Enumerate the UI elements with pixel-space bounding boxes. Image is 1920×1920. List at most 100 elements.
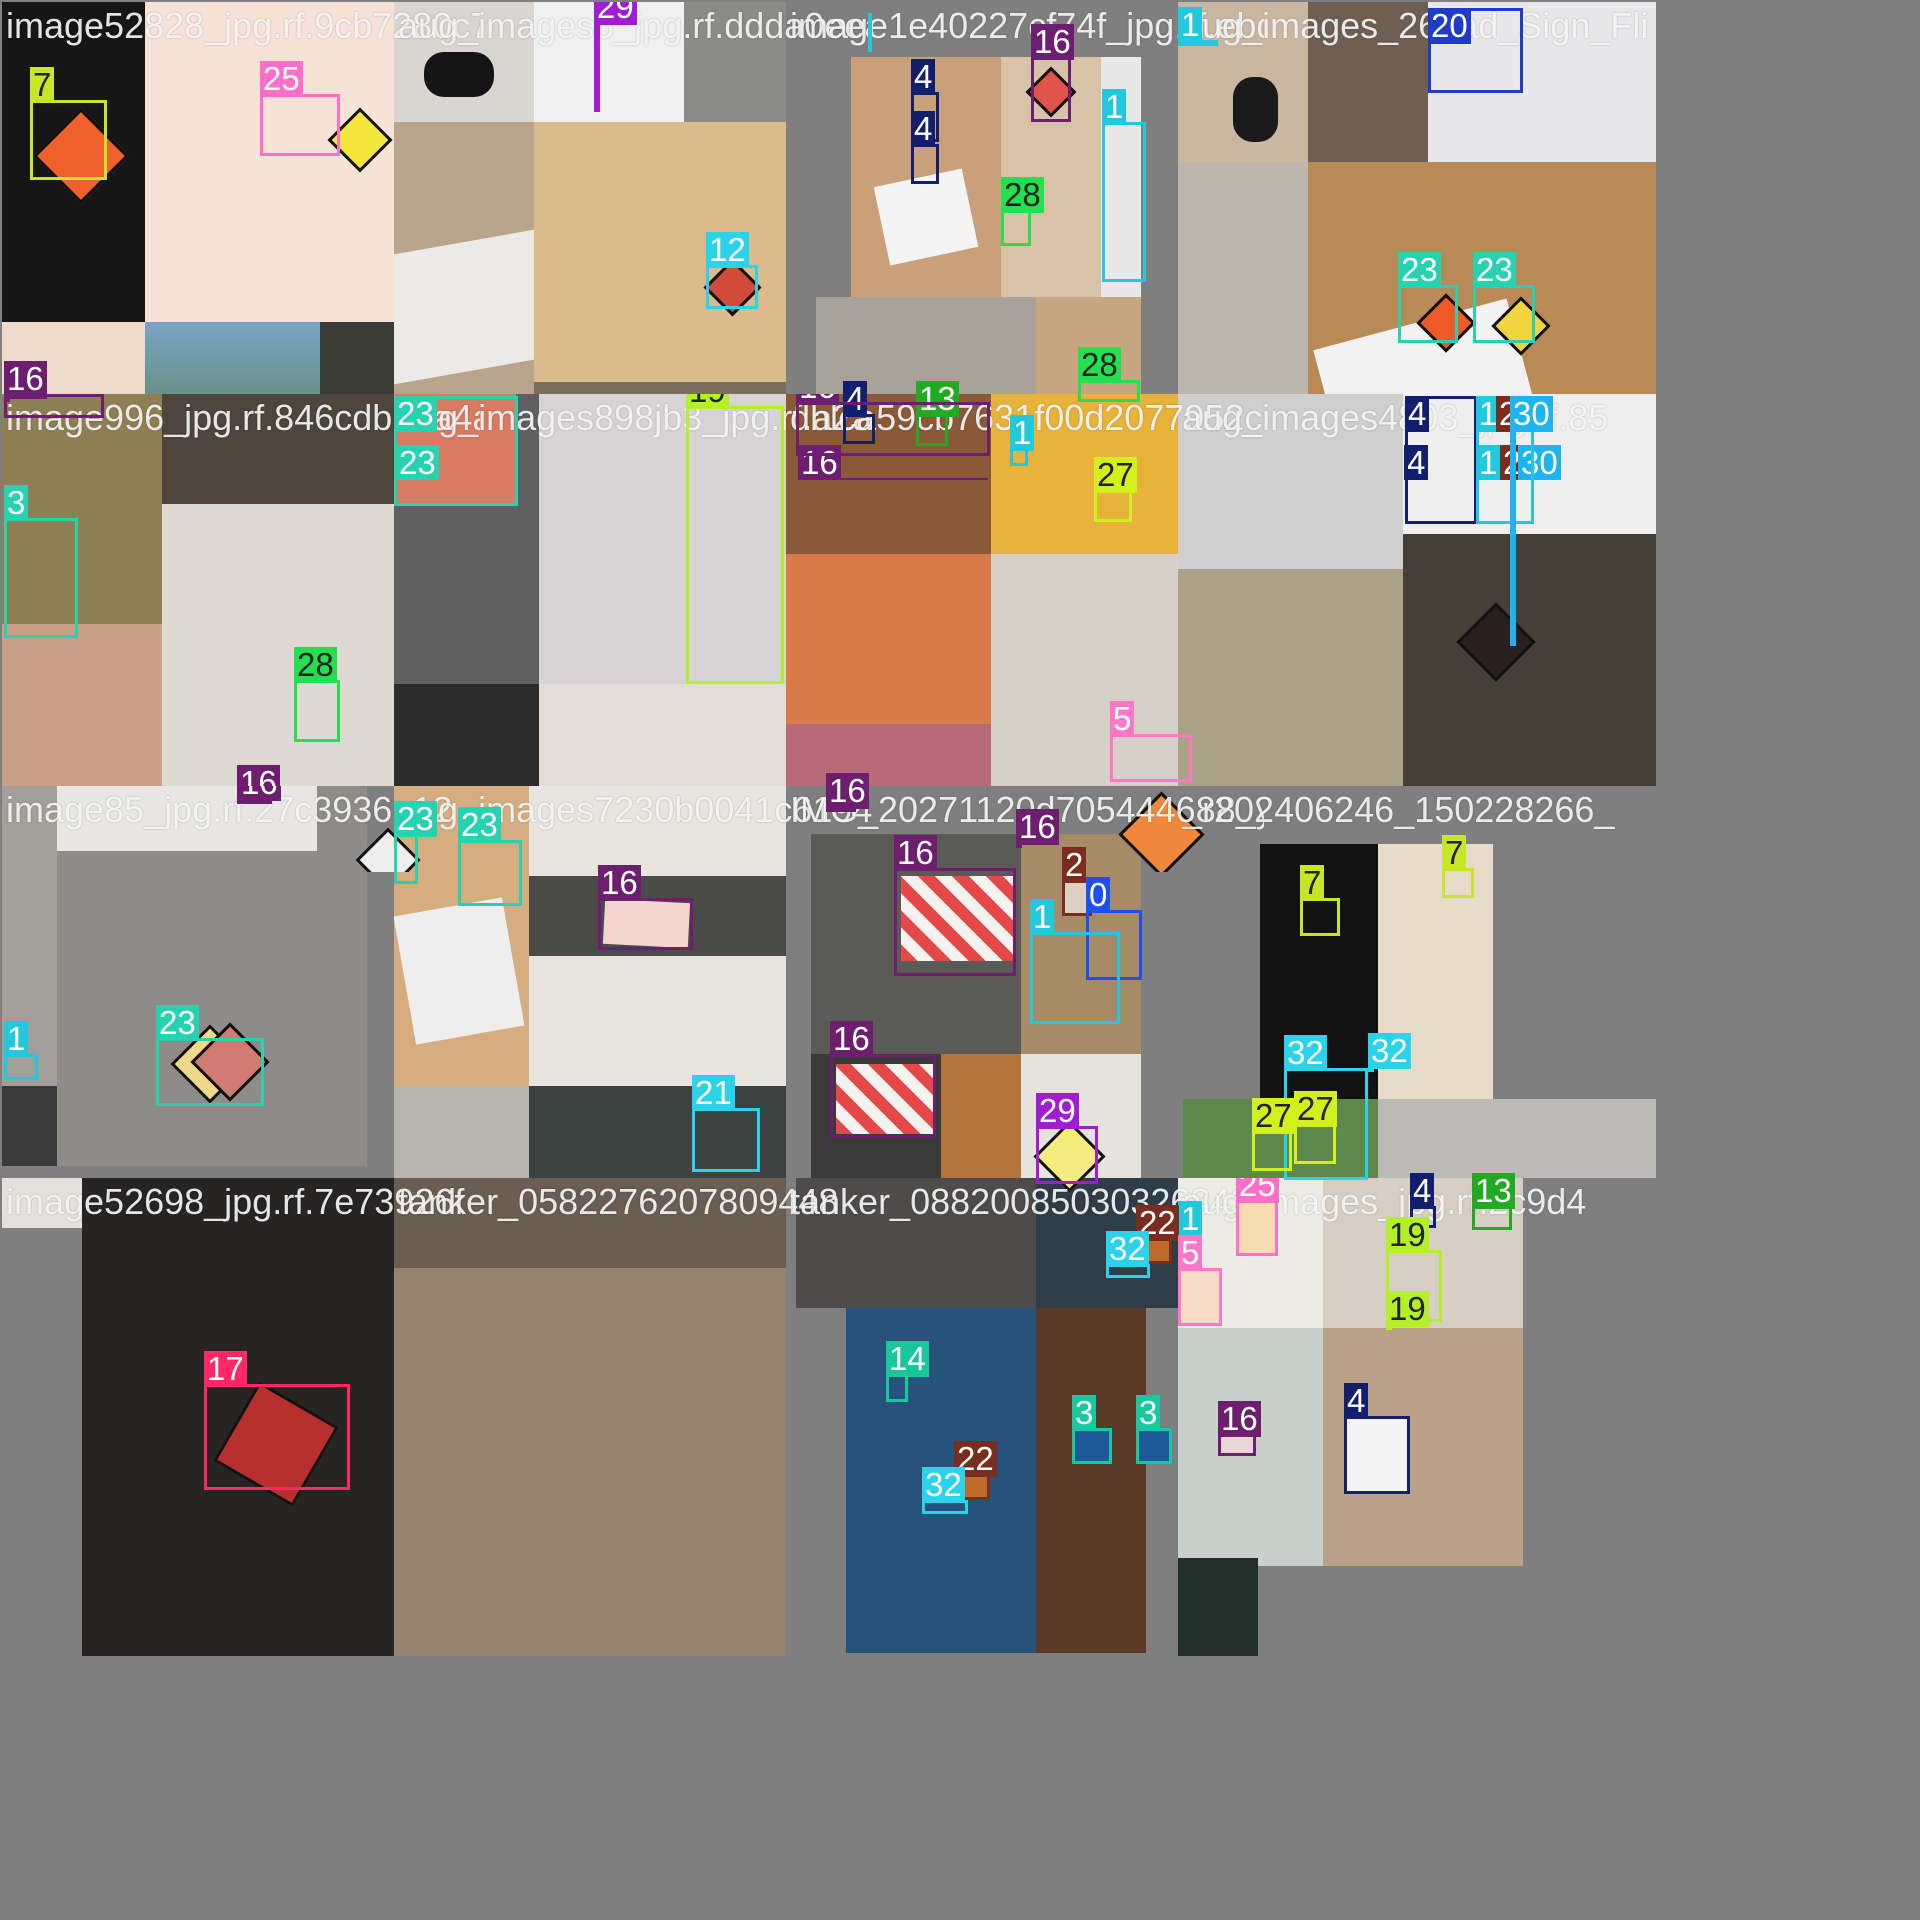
class-label: 13 [1472, 1173, 1515, 1209]
detection-box: 7 [1442, 835, 1474, 898]
class-label: 30 [1518, 445, 1561, 480]
class-label: 4 [1405, 396, 1430, 432]
class-label: 21 [692, 1075, 735, 1111]
class-label: 25 [1236, 1178, 1279, 1203]
class-label: 17 [204, 1351, 247, 1387]
detection-box: 16 [238, 786, 281, 804]
detection-box: 4 [843, 381, 875, 444]
detection-box: 23 [394, 801, 437, 884]
class-label: 27 [1294, 1091, 1337, 1127]
detection-box: 16 [4, 361, 104, 418]
class-label: 16 [598, 865, 641, 901]
detection-box: 16 [4, 394, 47, 402]
class-label: 28 [294, 647, 337, 683]
detection-box: 4 [1404, 445, 1429, 480]
detection-box: 23 [1473, 252, 1535, 343]
class-label: 16 [830, 1021, 873, 1057]
class-label: 27 [1094, 457, 1137, 493]
class-label: 32 [922, 1467, 965, 1503]
class-label: 30 [1510, 396, 1553, 432]
detection-box: 32 [1106, 1231, 1150, 1278]
class-label: 23 [458, 807, 501, 843]
detection-box: 16 [1031, 24, 1074, 122]
photo-panel [1308, 2, 1428, 162]
detection-box: 16 [1218, 1401, 1261, 1456]
class-label: 23 [1398, 252, 1441, 288]
class-label: 12 [706, 232, 749, 268]
class-label: 19 [1386, 1217, 1429, 1253]
class-label: 4 [911, 111, 936, 147]
class-label: 1 [4, 1021, 29, 1057]
photo-panel [1178, 1558, 1258, 1656]
class-label: 25 [260, 61, 303, 97]
corrosive-label-photo [394, 229, 534, 385]
detection-box: 13 [1472, 1173, 1515, 1230]
detection-box: 27 [1252, 1098, 1295, 1171]
class-label: 27 [1252, 1098, 1295, 1134]
class-label: 2 [1062, 847, 1087, 883]
class-label: 19 [1386, 1291, 1429, 1327]
detection-box: 3 [4, 485, 78, 638]
detection-box: 29 [1036, 1093, 1098, 1184]
detection-box: 16 [1016, 809, 1059, 848]
detection-box: 30 [1518, 445, 1561, 480]
class-label: 16 [238, 786, 281, 801]
class-label: 5 [1110, 701, 1135, 737]
detection-box: 32 [1368, 1033, 1411, 1072]
class-label: 3 [1136, 1395, 1161, 1431]
class-label: 13 [916, 381, 959, 417]
photo-panel [2, 1178, 82, 1228]
detection-box: 28 [294, 647, 340, 742]
detection-box: 1 [1178, 7, 1218, 46]
shoe [1233, 77, 1278, 142]
class-label: 7 [1300, 865, 1325, 901]
class-label: 29 [1036, 1093, 1079, 1129]
detection-box: 16 [830, 1021, 936, 1138]
detection-box: 5 [1110, 701, 1192, 782]
detection-box: 27 [1094, 457, 1137, 522]
detection-box: 23 [458, 807, 522, 906]
class-label: 7 [30, 67, 55, 103]
detection-box: 4 [1344, 1383, 1410, 1494]
detection-box: 23 [394, 396, 518, 506]
class-label: 16 [4, 361, 47, 397]
class-label: 7 [1442, 835, 1467, 871]
detection-box: 19 [1386, 1217, 1442, 1322]
class-label: 1 [1178, 1201, 1203, 1237]
door-photo [1036, 1308, 1146, 1653]
class-label: 3 [4, 485, 29, 521]
detection-box: 1 [1030, 899, 1120, 1024]
class-label: 16 [1031, 24, 1074, 60]
detection-box: 3 [1136, 1395, 1172, 1464]
detection-box: 19 [1386, 1291, 1429, 1330]
class-label: 4 [1344, 1383, 1369, 1419]
detection-box: 16 [796, 394, 990, 456]
detection-box: 16 [826, 773, 869, 812]
detection-box: 5 [1178, 1235, 1222, 1326]
class-label: 16 [1016, 809, 1059, 845]
photo-panel [2, 1086, 57, 1166]
detection-box: 1 [1476, 445, 1501, 480]
class-label: 32 [1368, 1033, 1411, 1069]
qr-sheet [394, 897, 525, 1045]
class-label: 19 [686, 394, 729, 409]
detection-box: 23 [396, 445, 439, 480]
class-label: 4 [911, 59, 936, 95]
class-label: 4 [1410, 1173, 1435, 1209]
class-label: 20 [1428, 8, 1471, 44]
detection-box: 1 [868, 13, 872, 52]
photo-panel [1178, 394, 1403, 569]
class-label: 0 [1086, 877, 1111, 913]
class-label: 23 [394, 801, 437, 837]
class-label: 16 [1218, 1401, 1261, 1437]
mosaic-tile-16: aug_images_jpg.rf.2c9d4 25 5 19 19 16 4 [1178, 1178, 1656, 1656]
class-label: 1 [1030, 899, 1055, 935]
photo-panel [2, 394, 162, 624]
class-label: 1 [1010, 415, 1035, 451]
detection-box: 13 [916, 381, 959, 446]
class-label: 16 [798, 445, 841, 480]
class-label: 1 [1102, 89, 1127, 125]
striped-label [836, 1064, 936, 1134]
detection-box: 16 [894, 835, 1016, 976]
